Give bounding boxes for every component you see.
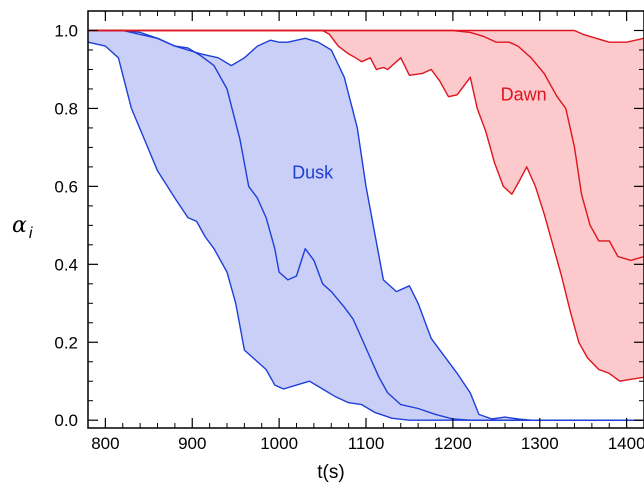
y-tick-label: 0.2 — [54, 333, 78, 352]
series-labels: Dusk Dawn — [292, 85, 547, 183]
x-axis-label: t(s) — [317, 462, 344, 483]
dusk-label: Dusk — [292, 163, 334, 183]
dusk-lower-line — [87, 41, 644, 421]
dawn-band — [88, 30, 644, 382]
series-areas — [87, 29, 644, 421]
y-tick-label: 0.6 — [54, 177, 78, 196]
x-tick-labels: 800 900 1000 1100 1200 1300 1400 — [91, 434, 644, 453]
dusk-series — [87, 29, 644, 421]
x-tick-label: 900 — [178, 434, 206, 453]
x-tick-label: 1000 — [260, 434, 298, 453]
y-axis-label-subscript: i — [29, 225, 33, 242]
y-tick-label: 0.0 — [54, 411, 78, 430]
x-tick-label: 1100 — [348, 434, 385, 453]
dawn-lower-line — [88, 29, 644, 382]
x-tick-label: 1400 — [608, 434, 644, 453]
y-axis-label-symbol: α — [12, 213, 27, 238]
dawn-middle-line — [88, 29, 644, 262]
dusk-middle-line — [88, 29, 644, 421]
x-tick-label: 1300 — [521, 434, 559, 453]
dawn-label: Dawn — [501, 85, 547, 105]
dawn-series — [88, 29, 644, 382]
plot-frame — [87, 10, 644, 429]
y-tick-labels: 0.0 0.2 0.4 0.6 0.8 1.0 — [54, 21, 78, 430]
x-tick-label: 800 — [91, 434, 119, 453]
y-tick-label: 0.8 — [54, 99, 78, 118]
dusk-band — [88, 30, 644, 421]
x-tick-label: 1200 — [434, 434, 472, 453]
y-tick-label: 1.0 — [54, 21, 78, 40]
y-tick-label: 0.4 — [54, 255, 78, 274]
